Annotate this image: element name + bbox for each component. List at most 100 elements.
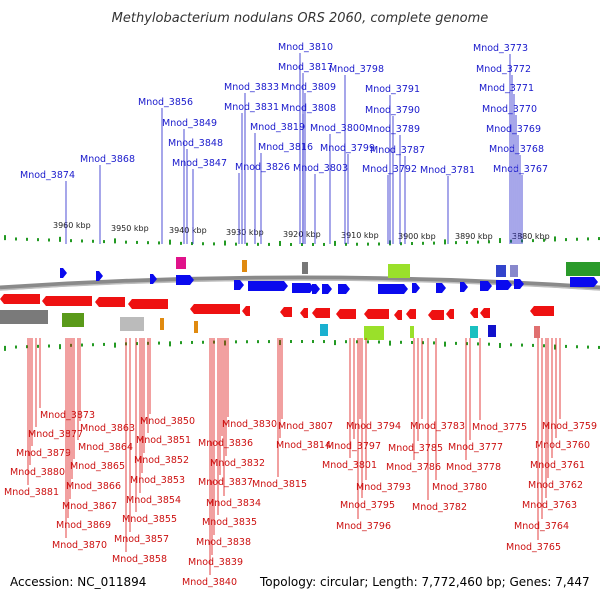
bottom-gene-label[interactable]: Mnod_3761 xyxy=(530,460,585,471)
forward-gene-arrow[interactable] xyxy=(480,281,492,291)
reverse-gene-arrow[interactable] xyxy=(95,297,125,307)
bottom-gene-label[interactable]: Mnod_3780 xyxy=(432,482,487,493)
top-gene-label[interactable]: Mnod_3819 xyxy=(250,122,305,133)
reverse-gene-arrow[interactable] xyxy=(446,309,454,319)
feature-box[interactable] xyxy=(194,321,198,333)
top-gene-label[interactable]: Mnod_3781 xyxy=(420,165,475,176)
feature-box[interactable] xyxy=(410,326,414,338)
top-gene-label[interactable]: Mnod_3848 xyxy=(168,138,223,149)
bottom-gene-label[interactable]: Mnod_3865 xyxy=(70,461,125,472)
bottom-gene-label[interactable]: Mnod_3814 xyxy=(276,440,331,451)
bottom-gene-label[interactable]: Mnod_3832 xyxy=(210,458,265,469)
reverse-gene-arrow[interactable] xyxy=(530,306,554,316)
top-gene-label[interactable]: Mnod_3849 xyxy=(162,118,217,129)
top-gene-label[interactable]: Mnod_3808 xyxy=(281,103,336,114)
bottom-gene-label[interactable]: Mnod_3866 xyxy=(66,481,121,492)
forward-gene-arrow[interactable] xyxy=(234,280,244,290)
bottom-gene-label[interactable]: Mnod_3864 xyxy=(78,442,133,453)
bottom-gene-label[interactable]: Mnod_3807 xyxy=(278,421,333,432)
top-gene-label[interactable]: Mnod_3799 xyxy=(320,143,375,154)
bottom-gene-label[interactable]: Mnod_3778 xyxy=(446,462,501,473)
reverse-gene-arrow[interactable] xyxy=(128,299,168,309)
reverse-gene-arrow[interactable] xyxy=(280,307,292,317)
top-gene-label[interactable]: Mnod_3817 xyxy=(278,62,333,73)
top-gene-label[interactable]: Mnod_3800 xyxy=(310,123,365,134)
forward-gene-arrow[interactable] xyxy=(338,284,350,294)
feature-box[interactable] xyxy=(496,265,506,277)
forward-gene-arrow[interactable] xyxy=(96,271,103,281)
bottom-gene-label[interactable]: Mnod_3867 xyxy=(62,501,117,512)
bottom-gene-label[interactable]: Mnod_3775 xyxy=(472,422,527,433)
bottom-gene-label[interactable]: Mnod_3797 xyxy=(326,441,381,452)
feature-box[interactable] xyxy=(388,264,410,278)
top-gene-label[interactable]: Mnod_3833 xyxy=(224,82,279,93)
bottom-gene-label[interactable]: Mnod_3839 xyxy=(188,557,243,568)
reverse-gene-arrow[interactable] xyxy=(394,310,402,320)
bottom-gene-label[interactable]: Mnod_3759 xyxy=(542,421,597,432)
feature-box[interactable] xyxy=(62,313,84,327)
top-gene-label[interactable]: Mnod_3798 xyxy=(329,64,384,75)
reverse-gene-arrow[interactable] xyxy=(242,306,250,316)
bottom-gene-label[interactable]: Mnod_3854 xyxy=(126,495,181,506)
bottom-gene-label[interactable]: Mnod_3765 xyxy=(506,542,561,553)
top-gene-label[interactable]: Mnod_3791 xyxy=(365,84,420,95)
top-gene-label[interactable]: Mnod_3789 xyxy=(365,124,420,135)
bottom-gene-label[interactable]: Mnod_3863 xyxy=(80,423,135,434)
forward-gene-arrow[interactable] xyxy=(312,284,320,294)
forward-gene-arrow[interactable] xyxy=(150,274,157,284)
bottom-gene-label[interactable]: Mnod_3873 xyxy=(40,410,95,421)
reverse-gene-arrow[interactable] xyxy=(336,309,356,319)
bottom-gene-label[interactable]: Mnod_3840 xyxy=(182,577,237,588)
top-gene-label[interactable]: Mnod_3826 xyxy=(235,162,290,173)
feature-box[interactable] xyxy=(534,326,540,338)
forward-gene-arrow[interactable] xyxy=(292,283,314,293)
top-gene-label[interactable]: Mnod_3770 xyxy=(482,104,537,115)
feature-box[interactable] xyxy=(510,265,518,277)
bottom-gene-label[interactable]: Mnod_3850 xyxy=(140,416,195,427)
bottom-gene-label[interactable]: Mnod_3877 xyxy=(28,429,83,440)
bottom-gene-label[interactable]: Mnod_3785 xyxy=(388,443,443,454)
bottom-gene-label[interactable]: Mnod_3858 xyxy=(112,554,167,565)
reverse-gene-arrow[interactable] xyxy=(406,309,416,319)
feature-box[interactable] xyxy=(566,262,600,276)
bottom-gene-label[interactable]: Mnod_3801 xyxy=(322,460,377,471)
top-gene-label[interactable]: Mnod_3803 xyxy=(293,163,348,174)
bottom-gene-label[interactable]: Mnod_3786 xyxy=(386,462,441,473)
bottom-gene-label[interactable]: Mnod_3837 xyxy=(198,477,253,488)
reverse-gene-arrow[interactable] xyxy=(190,304,240,314)
feature-box[interactable] xyxy=(176,257,186,269)
top-gene-label[interactable]: Mnod_3767 xyxy=(493,164,548,175)
top-gene-label[interactable]: Mnod_3773 xyxy=(473,43,528,54)
forward-gene-arrow[interactable] xyxy=(176,275,194,285)
reverse-gene-arrow[interactable] xyxy=(428,310,444,320)
forward-gene-arrow[interactable] xyxy=(514,279,524,289)
feature-box[interactable] xyxy=(0,310,48,324)
bottom-gene-label[interactable]: Mnod_3851 xyxy=(136,435,191,446)
top-gene-label[interactable]: Mnod_3772 xyxy=(476,64,531,75)
bottom-gene-label[interactable]: Mnod_3815 xyxy=(252,479,307,490)
top-gene-label[interactable]: Mnod_3768 xyxy=(489,144,544,155)
forward-gene-arrow[interactable] xyxy=(570,277,598,287)
reverse-gene-arrow[interactable] xyxy=(300,308,308,318)
bottom-gene-label[interactable]: Mnod_3835 xyxy=(202,517,257,528)
bottom-gene-label[interactable]: Mnod_3782 xyxy=(412,502,467,513)
top-gene-label[interactable]: Mnod_3874 xyxy=(20,170,75,181)
forward-gene-arrow[interactable] xyxy=(436,283,446,293)
bottom-gene-label[interactable]: Mnod_3777 xyxy=(448,442,503,453)
bottom-gene-label[interactable]: Mnod_3794 xyxy=(346,421,401,432)
reverse-gene-arrow[interactable] xyxy=(480,308,490,318)
forward-gene-arrow[interactable] xyxy=(378,284,408,294)
bottom-gene-label[interactable]: Mnod_3763 xyxy=(522,500,577,511)
bottom-gene-label[interactable]: Mnod_3764 xyxy=(514,521,569,532)
top-gene-label[interactable]: Mnod_3771 xyxy=(479,83,534,94)
top-gene-label[interactable]: Mnod_3790 xyxy=(365,105,420,116)
bottom-gene-label[interactable]: Mnod_3795 xyxy=(340,500,395,511)
top-gene-label[interactable]: Mnod_3810 xyxy=(278,42,333,53)
feature-box[interactable] xyxy=(320,324,328,336)
bottom-gene-label[interactable]: Mnod_3783 xyxy=(410,421,465,432)
feature-box[interactable] xyxy=(120,317,144,331)
bottom-gene-label[interactable]: Mnod_3869 xyxy=(56,520,111,531)
bottom-gene-label[interactable]: Mnod_3881 xyxy=(4,487,59,498)
reverse-gene-arrow[interactable] xyxy=(364,309,389,319)
bottom-gene-label[interactable]: Mnod_3838 xyxy=(196,537,251,548)
